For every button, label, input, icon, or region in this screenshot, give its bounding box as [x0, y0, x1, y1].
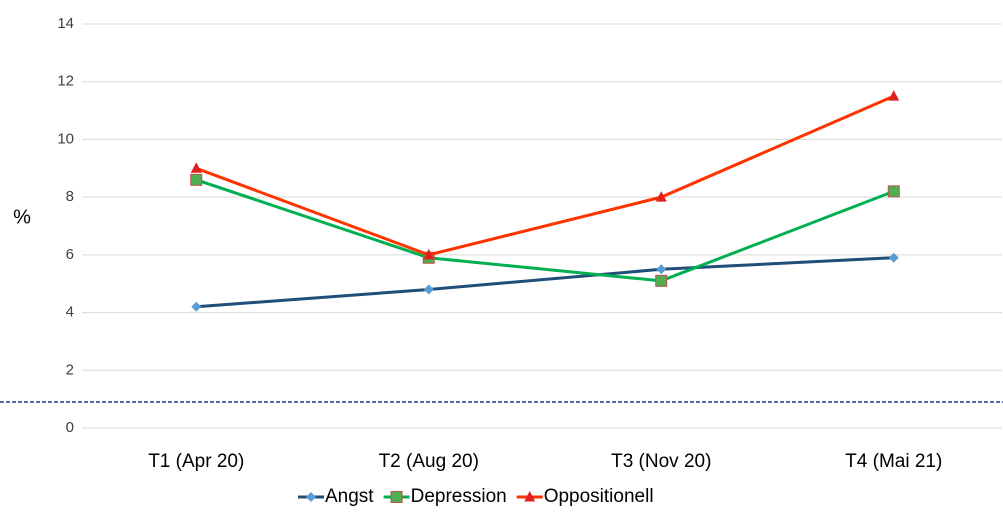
point: [888, 90, 900, 101]
y-tick-label: 2: [66, 361, 74, 378]
y-tick-label: 6: [66, 246, 74, 263]
y-tick-label: 4: [66, 304, 74, 321]
y-tick-label: 0: [66, 419, 74, 436]
point: [191, 301, 202, 312]
x-tick-label: T2 (Aug 20): [379, 451, 479, 472]
legend-label: Oppositionell: [544, 486, 654, 507]
point: [655, 191, 667, 202]
point: [190, 173, 203, 186]
legend-label: Angst: [325, 486, 374, 507]
y-tick-label: 8: [66, 188, 74, 205]
series-line: [195, 178, 895, 283]
y-axis-label: %: [13, 206, 31, 228]
point: [887, 185, 900, 198]
y-tick-label: 14: [57, 15, 74, 32]
point: [423, 248, 435, 260]
point: [190, 162, 202, 173]
y-tick-label: 12: [57, 73, 74, 90]
legend-marker: [306, 492, 316, 502]
x-tick-label: T4 (Mai 21): [845, 451, 942, 472]
point: [655, 274, 668, 287]
x-tick-label: T3 (Nov 20): [611, 451, 711, 472]
point: [656, 264, 667, 275]
x-tick-label: T1 (Apr 20): [148, 451, 244, 472]
series-line: [195, 94, 895, 257]
series-line: [196, 256, 894, 309]
point: [888, 252, 899, 263]
legend-label: Depression: [411, 486, 507, 507]
legend-marker: [524, 491, 536, 502]
legend-marker: [390, 491, 403, 503]
y-tick-label: 10: [57, 130, 74, 147]
point: [423, 284, 434, 295]
